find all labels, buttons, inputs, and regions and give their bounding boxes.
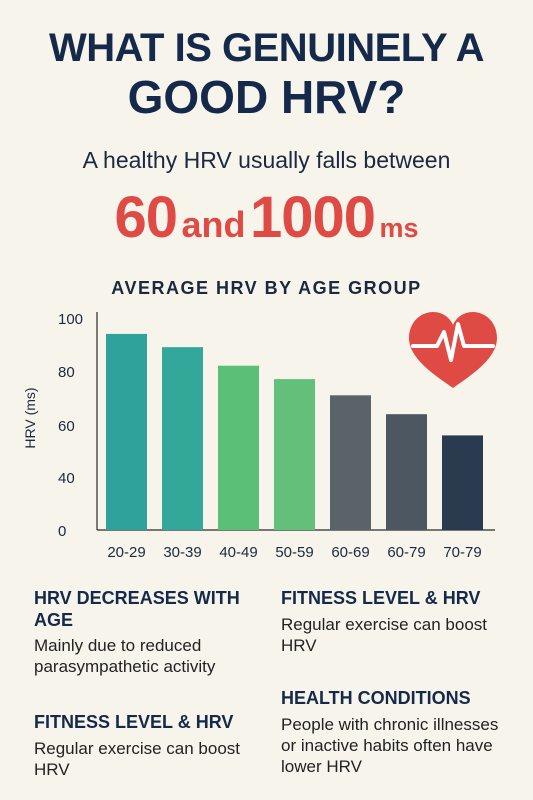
heart-pulse-icon: [409, 312, 497, 388]
x-tick-label: 30-39: [163, 544, 201, 561]
note-heading: FITNESS LEVEL & HRV: [281, 588, 481, 608]
x-tick-label: 20-29: [107, 544, 145, 561]
bar-chart: 0 40 60 80 100 HRV (ms) 20-29 30-39 40-49 50-59 60…: [22, 311, 497, 561]
x-tick-label: 70-79: [443, 544, 481, 561]
note-fitness-right: FITNESS LEVEL & HRV Regular exercise can…: [281, 588, 511, 656]
bar: [162, 347, 203, 530]
y-tick-label: 0: [58, 523, 66, 540]
y-tick-label: 80: [58, 364, 75, 381]
pulse-line: [411, 322, 495, 362]
range-and: and: [181, 204, 246, 245]
note-heading: HRV DECREASES WITH AGE: [34, 588, 240, 630]
y-tick-label: 100: [58, 311, 83, 328]
bar: [106, 333, 147, 530]
range-high: 1000: [249, 185, 376, 250]
note-heading: FITNESS LEVEL & HRV: [34, 712, 234, 732]
note-body: Mainly due to reduced parasympathetic ac…: [34, 636, 216, 677]
x-tick-label: 50-59: [275, 544, 313, 561]
bar: [218, 365, 259, 530]
chart-title: AVERAGE HRV BY AGE GROUP: [111, 278, 422, 298]
title-line-2: GOOD HRV?: [127, 71, 406, 123]
y-tick-label: 40: [58, 470, 75, 487]
note-body: Regular exercise can boost HRV: [34, 738, 241, 779]
range-low: 60: [114, 185, 179, 250]
x-tick-label: 60-79: [387, 544, 425, 561]
bar: [442, 435, 483, 530]
note-fitness-left: FITNESS LEVEL & HRV Regular exercise can…: [34, 712, 274, 780]
note-health: HEALTH CONDITIONS People with chronic il…: [281, 688, 511, 777]
bar: [330, 395, 371, 530]
bar: [274, 379, 315, 530]
subtitle: A healthy HRV usually falls between: [82, 147, 451, 173]
title-line-1: WHAT IS GENUINELY A: [49, 26, 485, 70]
hrv-range: 60 and 1000 ms: [0, 184, 533, 251]
note-body: People with chronic illnesses or inactiv…: [281, 714, 499, 777]
note-age: HRV DECREASES WITH AGE Mainly due to red…: [34, 588, 274, 678]
y-axis-label: HRV (ms): [22, 387, 38, 448]
note-body: Regular exercise can boost HRV: [281, 614, 488, 655]
x-tick-label: 40-49: [219, 544, 257, 561]
range-unit: ms: [379, 213, 419, 243]
x-tick-label: 60-69: [331, 544, 369, 561]
bar: [386, 414, 427, 530]
y-tick-label: 60: [58, 418, 75, 435]
note-heading: HEALTH CONDITIONS: [281, 688, 471, 708]
page-title: WHAT IS GENUINELY A GOOD HRV?: [0, 28, 533, 120]
